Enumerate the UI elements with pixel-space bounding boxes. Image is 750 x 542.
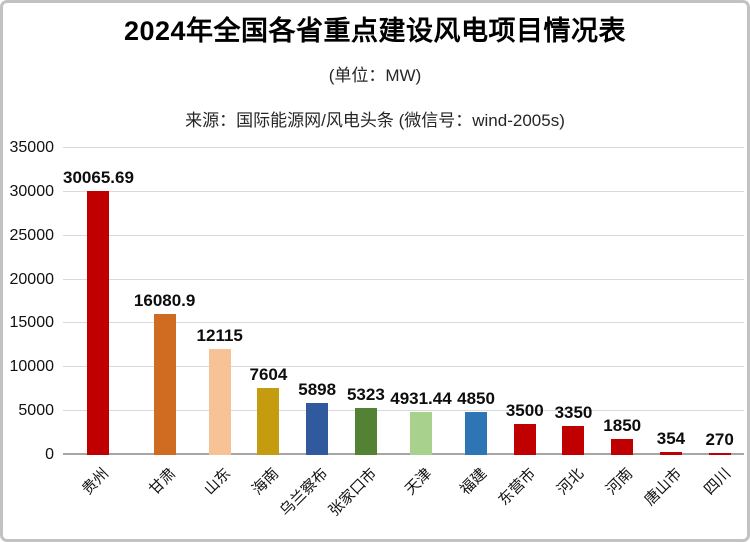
x-axis-label: 张家口市 xyxy=(325,465,381,520)
x-axis-label: 唐山市 xyxy=(641,465,686,509)
x-axis-label: 福建 xyxy=(456,465,491,499)
gridline xyxy=(63,147,744,148)
bar-column: 354 唐山市 xyxy=(641,148,696,509)
x-axis-label: 东营市 xyxy=(495,465,539,509)
y-tick-label: 35000 xyxy=(9,139,55,156)
bar-value-label: 4931.44 xyxy=(390,388,452,408)
bar xyxy=(257,388,280,455)
bar-value-label: 3500 xyxy=(505,401,544,421)
gridline xyxy=(63,234,744,236)
x-axis-label: 贵州 xyxy=(79,465,113,499)
x-axis-label: 乌兰察布 xyxy=(276,465,332,520)
y-tick-label: 15000 xyxy=(9,314,55,332)
gridline xyxy=(63,322,744,324)
bar-value-label: 1850 xyxy=(603,415,642,435)
bar xyxy=(87,191,110,455)
chart-unit-label: (单位：MW) xyxy=(328,66,422,85)
bar-column: 3350 河北 xyxy=(549,148,598,499)
bar-value-label: 7604 xyxy=(249,365,288,385)
bar-column: 4850 福建 xyxy=(452,148,501,498)
chart-title: 2024年全国各省重点建设风电项目情况表 xyxy=(123,16,627,46)
bar-value-label: 3350 xyxy=(554,402,593,422)
bar xyxy=(306,403,329,455)
bar-value-label: 354 xyxy=(656,428,686,448)
bar xyxy=(708,452,731,455)
bar-column: 4931.44 天津 xyxy=(390,148,452,499)
y-tick-label: 30000 xyxy=(9,182,55,200)
bar xyxy=(611,438,634,455)
bar xyxy=(354,408,377,455)
bar xyxy=(513,424,536,455)
bar-value-label: 12115 xyxy=(196,325,243,345)
bar-value-label: 4850 xyxy=(457,389,495,409)
bar xyxy=(465,412,488,455)
x-axis-baseline xyxy=(63,453,744,455)
bar-column: 5323 张家口市 xyxy=(326,148,391,519)
x-axis-label: 甘肃 xyxy=(145,465,179,499)
x-axis-label: 海南 xyxy=(249,465,283,499)
bar xyxy=(409,411,432,455)
y-tick-label: 20000 xyxy=(9,270,55,288)
bar-column: 3500 东营市 xyxy=(495,148,549,509)
bar-column: 16080.9 甘肃 xyxy=(133,148,196,498)
x-axis-label: 河南 xyxy=(603,465,637,499)
bar-value-label: 5323 xyxy=(346,385,385,405)
y-axis: 0 5000 10000 15000 20000 25000 30000 35000 xyxy=(0,139,55,463)
x-axis-label: 河北 xyxy=(554,465,588,499)
bar xyxy=(208,348,231,455)
bar-column: 1850 河南 xyxy=(598,148,647,499)
bar-column: 7604 海南 xyxy=(244,148,293,498)
bar-value-label: 5898 xyxy=(298,380,337,400)
y-tick-label: 10000 xyxy=(9,358,55,376)
bar-value-label: 16080.9 xyxy=(133,290,196,310)
x-axis-label: 天津 xyxy=(401,465,436,499)
bar-column: 5898 乌兰察布 xyxy=(277,148,342,519)
gridline xyxy=(63,366,744,368)
bar-value-label: 30065.69 xyxy=(63,168,134,188)
gridline xyxy=(63,410,744,412)
x-axis-label: 山东 xyxy=(200,465,234,499)
y-tick-label: 0 xyxy=(45,446,54,463)
bar xyxy=(153,313,176,455)
bar-column: 12115 山东 xyxy=(195,148,244,499)
bar-value-label: 270 xyxy=(705,429,734,449)
bar xyxy=(659,451,682,455)
bar xyxy=(562,425,585,455)
bar-column: 270 四川 xyxy=(695,148,744,499)
gridline xyxy=(63,278,744,280)
bar-columns: 30065.69 贵州 16080.9 甘肃 12115 山东 7604 海南 5898 乌兰察布… xyxy=(63,148,744,519)
y-tick-label: 5000 xyxy=(18,402,54,420)
y-tick-label: 25000 xyxy=(9,226,55,244)
chart-source-line: 来源：国际能源网/风电头条 (微信号：wind-2005s) xyxy=(185,111,565,130)
gridline xyxy=(63,190,744,192)
plot-area: 30065.69 贵州 16080.9 甘肃 12115 山东 7604 海南 5898 乌兰察布… xyxy=(63,147,744,520)
bar-column: 30065.69 贵州 xyxy=(63,148,134,498)
x-axis-label: 四川 xyxy=(700,465,734,499)
